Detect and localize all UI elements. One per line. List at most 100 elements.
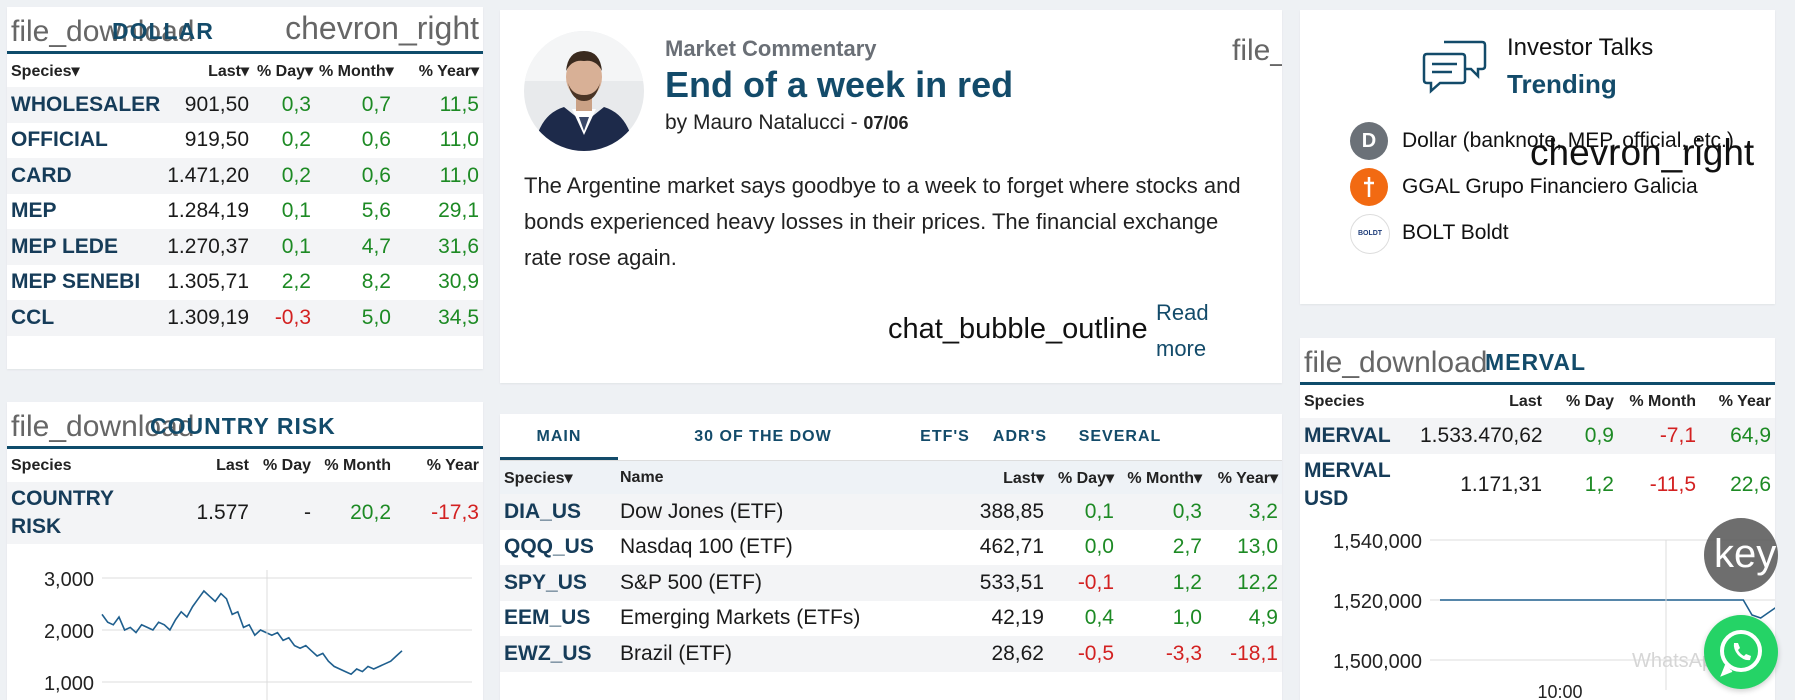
cell-last: 1.533.470,62 xyxy=(1416,418,1546,454)
tab-1[interactable]: 30 OF THE DOW xyxy=(694,428,832,445)
y-tick-label: 1,000 xyxy=(44,673,94,695)
cell-day: -0,1 xyxy=(1048,565,1118,601)
x-tick-label: 10:00 xyxy=(1537,682,1582,700)
investor-talks-trending: Trending xyxy=(1507,69,1617,99)
column-header[interactable]: % Year▾ xyxy=(395,54,483,87)
merval-download-icon[interactable]: file_download xyxy=(1304,346,1488,379)
chat-bubble-outline-icon[interactable]: chat_bubble_outline xyxy=(888,313,1148,345)
cell-last: 901,50 xyxy=(157,87,253,123)
key-button[interactable]: key xyxy=(1704,518,1778,592)
author-avatar[interactable] xyxy=(524,31,644,151)
table-row[interactable]: EWZ_US Brazil (ETF) 28,62 -0,5 -3,3 -18,1 xyxy=(500,636,1282,672)
cell-day: 0,9 xyxy=(1546,418,1618,454)
column-header[interactable]: Last▾ xyxy=(916,461,1048,494)
cell-year: 34,5 xyxy=(395,300,483,336)
cell-species: WHOLESALER xyxy=(7,87,160,123)
cell-species: CCL xyxy=(7,300,157,336)
cell-day: -0,3 xyxy=(253,300,315,336)
column-header[interactable]: % Month▾ xyxy=(1118,461,1206,494)
cell-year: 11,0 xyxy=(439,128,479,152)
cell-day: 1,2 xyxy=(1584,473,1614,496)
cell-day: 0,4 xyxy=(1084,606,1114,630)
dollar-table: Species▾ Last▾% Day▾% Month▾% Year▾ WHOLE… xyxy=(7,54,483,336)
table-row[interactable]: OFFICIAL 919,50 0,2 0,6 11,0 xyxy=(7,123,483,159)
merval-header: file_download MERVAL xyxy=(1300,338,1775,385)
cell-day: 0,2 xyxy=(253,158,315,194)
cell-last: 1.577 xyxy=(157,482,253,544)
cell-last: 1.471,20 xyxy=(157,158,253,194)
series-line xyxy=(101,589,403,676)
column-header: % Year xyxy=(1700,385,1775,418)
column-header[interactable]: Species▾ xyxy=(7,54,157,87)
cell-day: -0,5 xyxy=(1048,636,1118,672)
tab-4[interactable]: SEVERAL xyxy=(1078,428,1162,445)
column-header[interactable]: Last▾ xyxy=(157,54,253,87)
trending-item[interactable]: D Dollar (banknote, MEP, official, etc.) xyxy=(1350,122,1770,162)
cell-month: 0,6 xyxy=(361,128,391,152)
commentary-headline[interactable]: End of a week in red xyxy=(665,64,1014,105)
tab-0[interactable]: MAIN xyxy=(500,414,618,460)
cell-last: 533,51 xyxy=(916,565,1048,601)
column-header: Last xyxy=(157,449,253,482)
column-header[interactable]: Species▾ xyxy=(500,461,616,494)
trending-item[interactable]: BOLDT BOLT Boldt xyxy=(1350,214,1770,254)
table-row[interactable]: MERVAL 1.533.470,62 0,9 -7,1 64,9 xyxy=(1300,418,1775,454)
tab-3[interactable]: ADR'S xyxy=(992,428,1048,445)
column-header[interactable]: % Day▾ xyxy=(253,54,315,87)
commentary-kicker: Market Commentary xyxy=(665,36,877,61)
table-row[interactable]: EEM_US Emerging Markets (ETFs) 42,19 0,4 1,0… xyxy=(500,601,1282,637)
cell-month: 1,0 xyxy=(1172,606,1202,630)
column-header[interactable]: % Day▾ xyxy=(1048,461,1118,494)
commentary-download-icon[interactable]: file_ xyxy=(1232,34,1282,67)
key-icon: key xyxy=(1714,532,1777,576)
trending-item[interactable]: GGAL Grupo Financiero Galicia xyxy=(1350,168,1770,208)
investor-talks-chevron-right-icon[interactable]: chevron_right xyxy=(1530,132,1755,173)
table-row[interactable]: MERVAL USD 1.171,31 1,2 -11,5 22,6 xyxy=(1300,454,1775,516)
investor-talks-card: Investor Talks Trending D Dollar (banknot… xyxy=(1300,10,1775,304)
cell-year: 4,9 xyxy=(1248,606,1278,630)
dollar-download-icon[interactable]: file_download xyxy=(11,15,195,48)
cell-year: 11,5 xyxy=(395,87,483,123)
dollar-chevron-right-icon[interactable]: chevron_right xyxy=(285,10,479,46)
table-row[interactable]: MEP 1.284,19 0,1 5,6 29,1 xyxy=(7,194,483,230)
whatsapp-ghost-label: WhatsApp xyxy=(1632,650,1725,672)
table-row[interactable]: DIA_US Dow Jones (ETF) 388,85 0,1 0,3 3,2 xyxy=(500,494,1282,530)
byline-author: by Mauro Natalucci - xyxy=(665,111,864,134)
cell-species: MEP LEDE xyxy=(7,229,157,265)
whatsapp-button[interactable] xyxy=(1704,615,1778,689)
cell-species: MEP SENEBI xyxy=(11,270,141,294)
cell-day: - xyxy=(253,482,315,544)
y-tick-label: 3,000 xyxy=(44,569,94,591)
column-header[interactable]: % Month▾ xyxy=(315,54,395,87)
read-more-link[interactable]: Read more xyxy=(1156,300,1209,361)
column-header: Species xyxy=(7,449,157,482)
cell-last: 1.305,71 xyxy=(167,270,249,294)
trending-label: BOLT Boldt xyxy=(1402,221,1509,244)
cell-year: -18,1 xyxy=(1206,636,1282,672)
y-tick-label: 1,540,000 xyxy=(1333,531,1422,553)
table-row[interactable]: QQQ_US Nasdaq 100 (ETF) 462,71 0,0 2,7 13,0 xyxy=(500,530,1282,566)
cell-name: Dow Jones (ETF) xyxy=(616,494,916,530)
table-row[interactable]: COUNTRY RISK 1.577-20,2 -17,3 xyxy=(7,482,483,544)
country-risk-title: COUNTRY RISK xyxy=(150,413,336,439)
column-header[interactable]: % Year▾ xyxy=(1206,461,1282,494)
country-risk-download-icon[interactable]: file_download xyxy=(11,410,195,443)
table-row[interactable]: MEP SENEBI 1.305,71 2,2 8,2 30,9 xyxy=(7,265,483,301)
table-row[interactable]: CCL 1.309,19 -0,3 5,0 34,5 xyxy=(7,300,483,336)
cell-species: EWZ_US xyxy=(500,636,616,672)
tab-2[interactable]: ETF'S xyxy=(920,428,970,445)
table-row[interactable]: WHOLESALER 901,50 0,3 0,7 11,5 xyxy=(7,87,483,123)
column-header: % Year xyxy=(395,449,483,482)
cell-year: 12,2 xyxy=(1206,565,1282,601)
table-row[interactable]: MEP LEDE 1.270,37 0,1 4,7 31,6 xyxy=(7,229,483,265)
cell-month: 4,7 xyxy=(315,229,395,265)
table-row[interactable]: SPY_US S&P 500 (ETF) 533,51 -0,1 1,2 12,2 xyxy=(500,565,1282,601)
merval-title: MERVAL xyxy=(1485,349,1586,375)
dow-tabs: MAIN 30 OF THE DOW ETF'S ADR'S SEVERAL xyxy=(500,414,1282,461)
merval-table: Species Last% Day% Month% Year MERVAL 1.53… xyxy=(1300,385,1775,516)
table-row[interactable]: CARD 1.471,20 0,2 0,6 11,0 xyxy=(7,158,483,194)
cell-month: 0,7 xyxy=(315,87,395,123)
column-header: Name xyxy=(616,461,916,494)
cell-day: 0,1 xyxy=(253,229,315,265)
cell-last: 1.270,37 xyxy=(157,229,253,265)
